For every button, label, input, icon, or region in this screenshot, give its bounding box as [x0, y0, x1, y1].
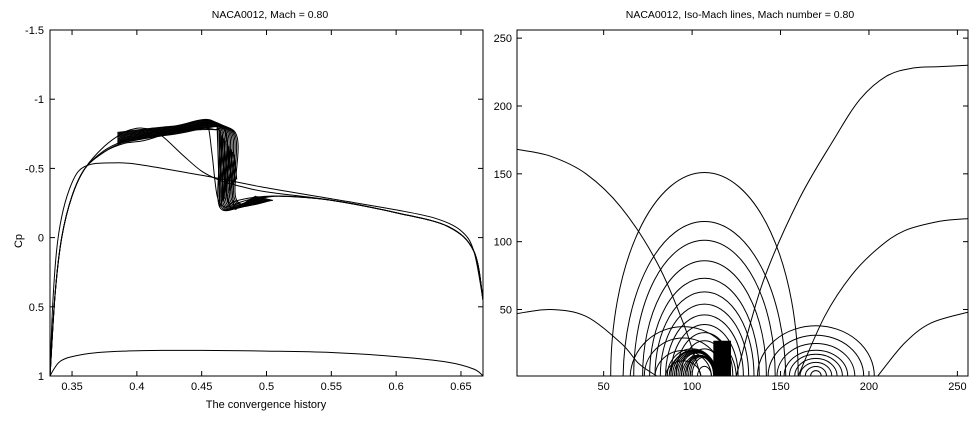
iso-y-tick-label: 200 [494, 101, 512, 113]
cp-series-line-2 [49, 162, 484, 377]
cp-band-curve [117, 121, 262, 210]
cp-band-curve [117, 125, 272, 207]
iso-outer-line-5 [877, 311, 968, 376]
cp-shock-line [216, 126, 221, 208]
iso-y-tick-label: 250 [494, 33, 512, 45]
iso-mach-plot-contours [517, 64, 968, 376]
iso-center-contour [622, 221, 787, 376]
iso-shock-region [713, 340, 732, 376]
cp-plot: NACA0012, Mach = 0.80 0.35 0.4 0.45 0.5 0.55… [13, 9, 484, 411]
cp-shock-line [221, 135, 226, 199]
iso-x-tick-label: 200 [860, 381, 878, 393]
cp-y-tick-label: 1 [38, 371, 44, 383]
cp-band-curve [117, 124, 271, 207]
cp-shock-line [233, 154, 238, 180]
iso-right-contour [776, 342, 856, 376]
iso-center-contour [670, 323, 739, 376]
cp-plot-title: NACA0012, Mach = 0.80 [212, 9, 329, 21]
iso-right-contour [757, 325, 875, 376]
iso-y-tick-label: 150 [494, 169, 512, 181]
cp-series-line-5 [49, 127, 484, 377]
cp-band-curve [117, 123, 267, 208]
iso-right-contour [794, 357, 838, 376]
iso-mach-plot-title: NACA0012, Iso-Mach lines, Mach number = … [626, 9, 855, 21]
iso-outer-line-3 [517, 308, 657, 376]
iso-mach-plot-x-ticks: 50 100 150 200 250 [598, 30, 967, 393]
cp-y-tick-label: 0.5 [29, 302, 44, 314]
iso-left-contour [665, 360, 702, 376]
cp-band-curve [117, 122, 265, 209]
cp-shock-line [228, 146, 233, 188]
iso-right-contour [783, 349, 849, 376]
iso-mach-plot-y-ticks: 50 100 150 200 250 [494, 33, 968, 317]
iso-y-tick-label: 100 [494, 237, 512, 249]
iso-center-contour [654, 291, 755, 376]
iso-mach-plot: NACA0012, Iso-Mach lines, Mach number = … [494, 9, 969, 393]
iso-airfoil-dense-contour [689, 355, 715, 376]
cp-x-tick-label: 0.6 [388, 381, 403, 393]
cp-series-line-3 [49, 127, 484, 377]
iso-center-contour [649, 277, 760, 376]
cp-plot-y-label: Cp [13, 234, 25, 248]
cp-plot-x-label: The convergence history [206, 399, 327, 411]
cp-x-tick-label: 0.55 [321, 381, 342, 393]
iso-x-tick-label: 150 [771, 381, 789, 393]
cp-x-tick-label: 0.4 [129, 381, 144, 393]
cp-shock-line [223, 137, 228, 197]
cp-shock-line [230, 148, 234, 186]
iso-right-contour [788, 353, 843, 376]
iso-x-tick-label: 250 [948, 381, 966, 393]
cp-shock-line [231, 151, 236, 183]
iso-outer-line-4 [797, 218, 968, 376]
iso-right-contour [799, 361, 833, 376]
cp-series-line-6 [49, 127, 484, 377]
cp-band-curve [117, 123, 268, 208]
cp-x-tick-label: 0.35 [61, 381, 82, 393]
iso-x-tick-label: 50 [598, 381, 610, 393]
cp-x-tick-label: 0.65 [450, 381, 471, 393]
iso-center-contour [610, 171, 799, 376]
cp-shock-line [225, 140, 229, 194]
iso-x-tick-label: 100 [683, 381, 701, 393]
cp-convergence-band [117, 118, 274, 212]
iso-mach-plot-frame [516, 29, 969, 377]
cp-band-curve [117, 126, 274, 206]
cp-band-curve [117, 122, 264, 209]
cp-plot-series [49, 118, 484, 377]
cp-plot-x-ticks: 0.35 0.4 0.45 0.5 0.55 0.6 0.65 [61, 30, 472, 393]
cp-series-line-4 [49, 123, 484, 377]
cp-y-tick-label: -0.5 [25, 163, 44, 175]
iso-right-contour [767, 334, 865, 376]
cp-shock-line [220, 132, 224, 202]
cp-series-line-1 [49, 349, 484, 377]
iso-outer-line-2 [735, 64, 968, 376]
cp-shock-line [218, 129, 223, 205]
iso-right-contour [810, 370, 822, 376]
cp-y-tick-label: -1.5 [25, 25, 44, 37]
iso-center-contour [633, 239, 776, 376]
iso-right-contour [804, 366, 827, 376]
iso-y-tick-label: 50 [500, 305, 512, 317]
iso-center-contour [659, 303, 750, 376]
cp-x-tick-label: 0.5 [259, 381, 274, 393]
cp-y-tick-label: -1 [34, 94, 44, 106]
iso-center-contour [665, 314, 744, 376]
cp-y-tick-label: 0 [38, 233, 44, 245]
iso-outer-line-1 [517, 148, 702, 376]
cp-plot-y-ticks: -1.5 -1 -0.5 0 0.5 1 [25, 25, 483, 383]
cp-x-tick-label: 0.45 [191, 381, 212, 393]
iso-center-contour [642, 260, 767, 376]
cp-band-curve [117, 124, 269, 208]
cp-shock-line [226, 143, 231, 191]
iso-mach-lines [517, 64, 968, 376]
cp-plot-frame [49, 29, 484, 377]
